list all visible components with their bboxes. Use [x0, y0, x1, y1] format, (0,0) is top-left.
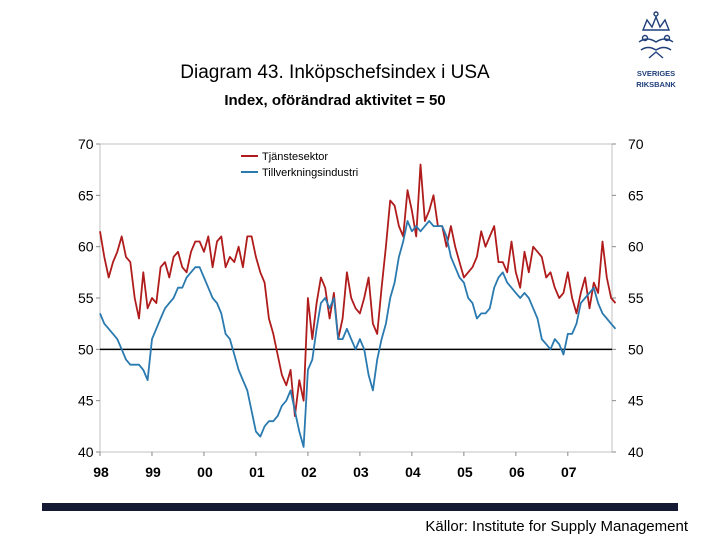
y-tick-label-left: 55 — [78, 290, 94, 306]
series-line-tjanstesektor — [99, 163, 617, 418]
plot-area — [99, 143, 613, 453]
y-tick-label-left: 40 — [78, 444, 94, 460]
y-tick-label-right: 50 — [628, 341, 644, 357]
y-tick-label-left: 45 — [78, 393, 94, 409]
y-tick-label-right: 65 — [628, 187, 644, 203]
y-tick-label-right: 40 — [628, 444, 644, 460]
x-tick-label: 02 — [301, 464, 317, 480]
riksbank-logo: SVERIGES RIKSBANK — [636, 11, 676, 89]
y-tick-label-right: 70 — [628, 136, 644, 152]
legend-label: Tjänstesektor — [262, 151, 328, 163]
series-line-tillverkningsindustri — [99, 220, 617, 448]
x-tick-label: 04 — [405, 464, 421, 480]
logo-line-1: SVERIGES — [637, 69, 675, 78]
y-tick-label-left: 60 — [78, 239, 94, 255]
x-tick-label: 03 — [353, 464, 369, 480]
y-tick-label-left: 70 — [78, 136, 94, 152]
x-tick-label: 07 — [561, 464, 577, 480]
crown-emblem-icon — [638, 11, 674, 59]
y-tick-label-left: 50 — [78, 341, 94, 357]
source-note: Källor: Institute for Supply Management — [425, 518, 688, 535]
x-tick-label: 05 — [457, 464, 473, 480]
y-tick-label-right: 45 — [628, 393, 644, 409]
y-tick-label-right: 60 — [628, 239, 644, 255]
x-tick-label: 98 — [93, 464, 109, 480]
x-tick-label: 01 — [249, 464, 265, 480]
x-tick-label: 06 — [509, 464, 525, 480]
y-tick-label-left: 65 — [78, 187, 94, 203]
logo-line-2: RIKSBANK — [636, 80, 676, 89]
x-tick-label: 99 — [145, 464, 161, 480]
chart-title: Diagram 43. Inköpschefsindex i USA — [180, 62, 490, 83]
legend-label: Tillverkningsindustri — [262, 167, 358, 179]
x-tick-label: 00 — [197, 464, 213, 480]
chart-subtitle: Index, oförändrad aktivitet = 50 — [224, 92, 446, 109]
y-tick-label-right: 55 — [628, 290, 644, 306]
footer-bar — [42, 503, 678, 511]
